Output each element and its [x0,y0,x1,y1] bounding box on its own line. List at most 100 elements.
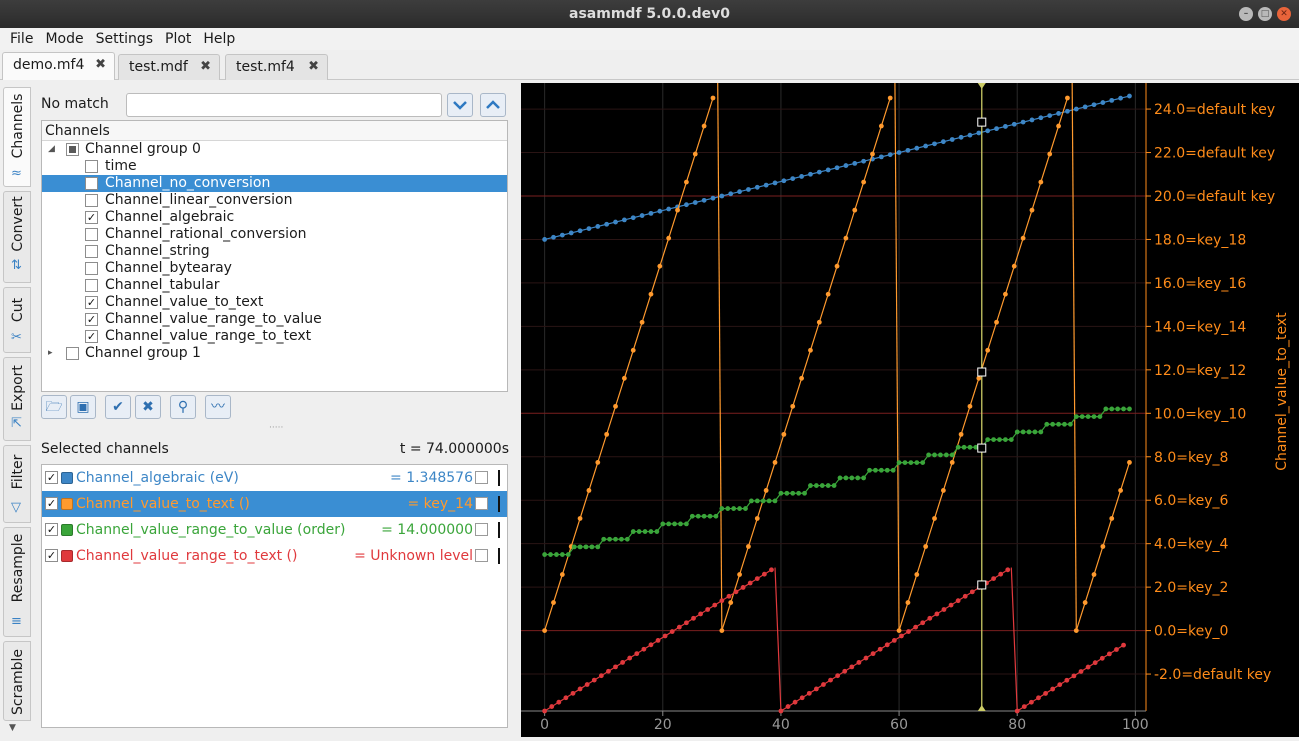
channel-enable-checkbox[interactable]: ✓ [45,497,58,510]
close-tab-icon[interactable]: ✖ [95,57,106,72]
channel-enable-checkbox[interactable]: ✓ [45,523,58,536]
channel-checkbox[interactable]: ✓ [85,296,98,309]
tab-channels[interactable]: Channels ≈ [3,87,31,187]
channel-enable-checkbox[interactable]: ✓ [45,471,58,484]
file-tab-test-mf4[interactable]: test.mf4 ✖ [225,54,328,80]
menu-help[interactable]: Help [203,31,236,47]
tree-channel-row[interactable]: Channel_bytearay [42,260,507,277]
scroll-down-icon[interactable]: ▼ [9,723,16,733]
channel-checkbox[interactable]: ✓ [85,313,98,326]
tab-cut[interactable]: Cut ✂ [3,287,31,353]
channel-checkbox[interactable] [85,160,98,173]
tree-channel-row[interactable]: Channel_string [42,243,507,260]
tree-channel-row[interactable]: time [42,158,507,175]
channel-checkbox[interactable] [85,279,98,292]
series-point [1064,677,1070,683]
select-all-button[interactable]: ✔ [105,395,131,419]
menu-mode[interactable]: Mode [45,31,84,47]
tab-label: Export [10,365,26,411]
load-channels-button[interactable]: 🗁 [41,395,67,419]
channel-checkbox[interactable]: ✓ [85,330,98,343]
channel-checkbox[interactable] [85,177,98,190]
channel-enable-checkbox[interactable]: ✓ [45,549,58,562]
collapse-arrow-icon[interactable]: ▸ [48,348,53,358]
menu-settings[interactable]: Settings [95,31,154,47]
series-point [733,589,739,595]
tree-channel-row[interactable]: ✓ Channel_value_to_text [42,294,507,311]
channel-checkbox[interactable] [85,262,98,275]
series-point [630,347,636,353]
search-input[interactable] [126,93,442,117]
tree-channel-row[interactable]: ✓ Channel_value_range_to_text [42,328,507,345]
tree-group-1[interactable]: ▸ Channel group 1 [42,345,507,362]
file-tab-demo-mf4[interactable]: demo.mf4 ✖ [2,52,115,80]
channel-indicator[interactable] [475,471,488,484]
selected-channel-row[interactable]: ✓ Channel_algebraic (eV) = 1.348576 [42,465,507,491]
tab-scramble[interactable]: Scramble [3,641,31,721]
channel-indicator[interactable] [475,523,488,536]
tree-group-0[interactable]: ◢ Channel group 0 [42,141,507,158]
close-tab-icon[interactable]: ✖ [308,59,319,74]
series-point [691,615,696,621]
series-point [802,490,807,496]
file-tab-test-mdf[interactable]: test.mdf ✖ [118,54,220,80]
minimize-icon[interactable]: – [1239,7,1253,21]
splitter-handle[interactable]: ····· [269,423,284,433]
group-checkbox[interactable] [66,347,79,360]
channel-checkbox[interactable] [85,228,98,241]
tab-label: Cut [10,297,26,323]
series-point [1065,108,1070,114]
close-window-icon[interactable]: ✕ [1277,7,1291,21]
color-swatch[interactable] [61,550,73,562]
maximize-icon[interactable]: □ [1258,7,1272,21]
tree-channel-row[interactable]: Channel_tabular [42,277,507,294]
series-line [721,97,891,631]
clear-all-button[interactable]: ✖ [135,395,161,419]
plot-svg[interactable]: -2.0=default key 0.0=key_0 2.0=key_2 4.0=ke… [521,83,1299,737]
menu-file[interactable]: File [10,31,34,47]
selected-channel-row[interactable]: ✓ Channel_value_range_to_text () = Unknown… [42,543,507,569]
search-down-button[interactable] [447,93,473,117]
tree-channel-row[interactable]: ✓ Channel_value_range_to_value [42,311,507,328]
tab-resample[interactable]: Resample ≡ [3,527,31,637]
series-line [774,567,782,712]
channel-indicator[interactable] [475,497,488,510]
channel-checkbox[interactable] [85,245,98,258]
search-up-button[interactable] [480,93,506,117]
y-tick-label: 0.0=key_0 [1154,624,1228,640]
plot-button[interactable]: 〰 [205,395,231,419]
tree-channel-row[interactable]: Channel_linear_conversion [42,192,507,209]
channel-checkbox[interactable]: ✓ [85,211,98,224]
color-swatch[interactable] [61,498,73,510]
series-point [559,552,565,557]
plot-area[interactable]: -2.0=default key 0.0=key_0 2.0=key_2 4.0=ke… [521,83,1299,737]
channel-label: Channel_linear_conversion [105,192,293,208]
series-point [1073,628,1079,633]
tab-filter[interactable]: Filter ▽ [3,445,31,523]
x-tick-label: 40 [772,717,790,733]
series-point [639,319,645,325]
close-tab-icon[interactable]: ✖ [200,59,211,74]
channel-indicator[interactable] [475,549,488,562]
tab-convert[interactable]: Convert ⇅ [3,191,31,283]
series-point [1071,673,1077,679]
series-point [825,167,831,173]
save-channels-button[interactable]: ▣ [70,395,96,419]
selected-channel-name: Channel_value_to_text () [76,496,250,512]
color-swatch[interactable] [61,472,73,484]
menu-plot[interactable]: Plot [165,31,192,47]
selected-channel-row[interactable]: ✓ Channel_value_to_text () = key_14 [42,491,507,517]
search-button[interactable]: ⚲ [170,395,196,419]
selected-channel-row[interactable]: ✓ Channel_value_range_to_value (order) = 1… [42,517,507,543]
tab-export[interactable]: Export ⇱ [3,357,31,441]
expand-arrow-icon[interactable]: ◢ [48,144,55,154]
color-swatch[interactable] [61,524,73,536]
tree-channel-row[interactable]: ✓ Channel_algebraic [42,209,507,226]
tree-channel-row[interactable]: Channel_no_conversion [42,175,507,192]
group-checkbox[interactable] [66,143,79,156]
tree-channel-row[interactable]: Channel_rational_conversion [42,226,507,243]
channel-checkbox[interactable] [85,194,98,207]
y-tick-label: 10.0=key_10 [1154,406,1246,422]
series-point [784,490,790,496]
series-point [689,513,695,519]
